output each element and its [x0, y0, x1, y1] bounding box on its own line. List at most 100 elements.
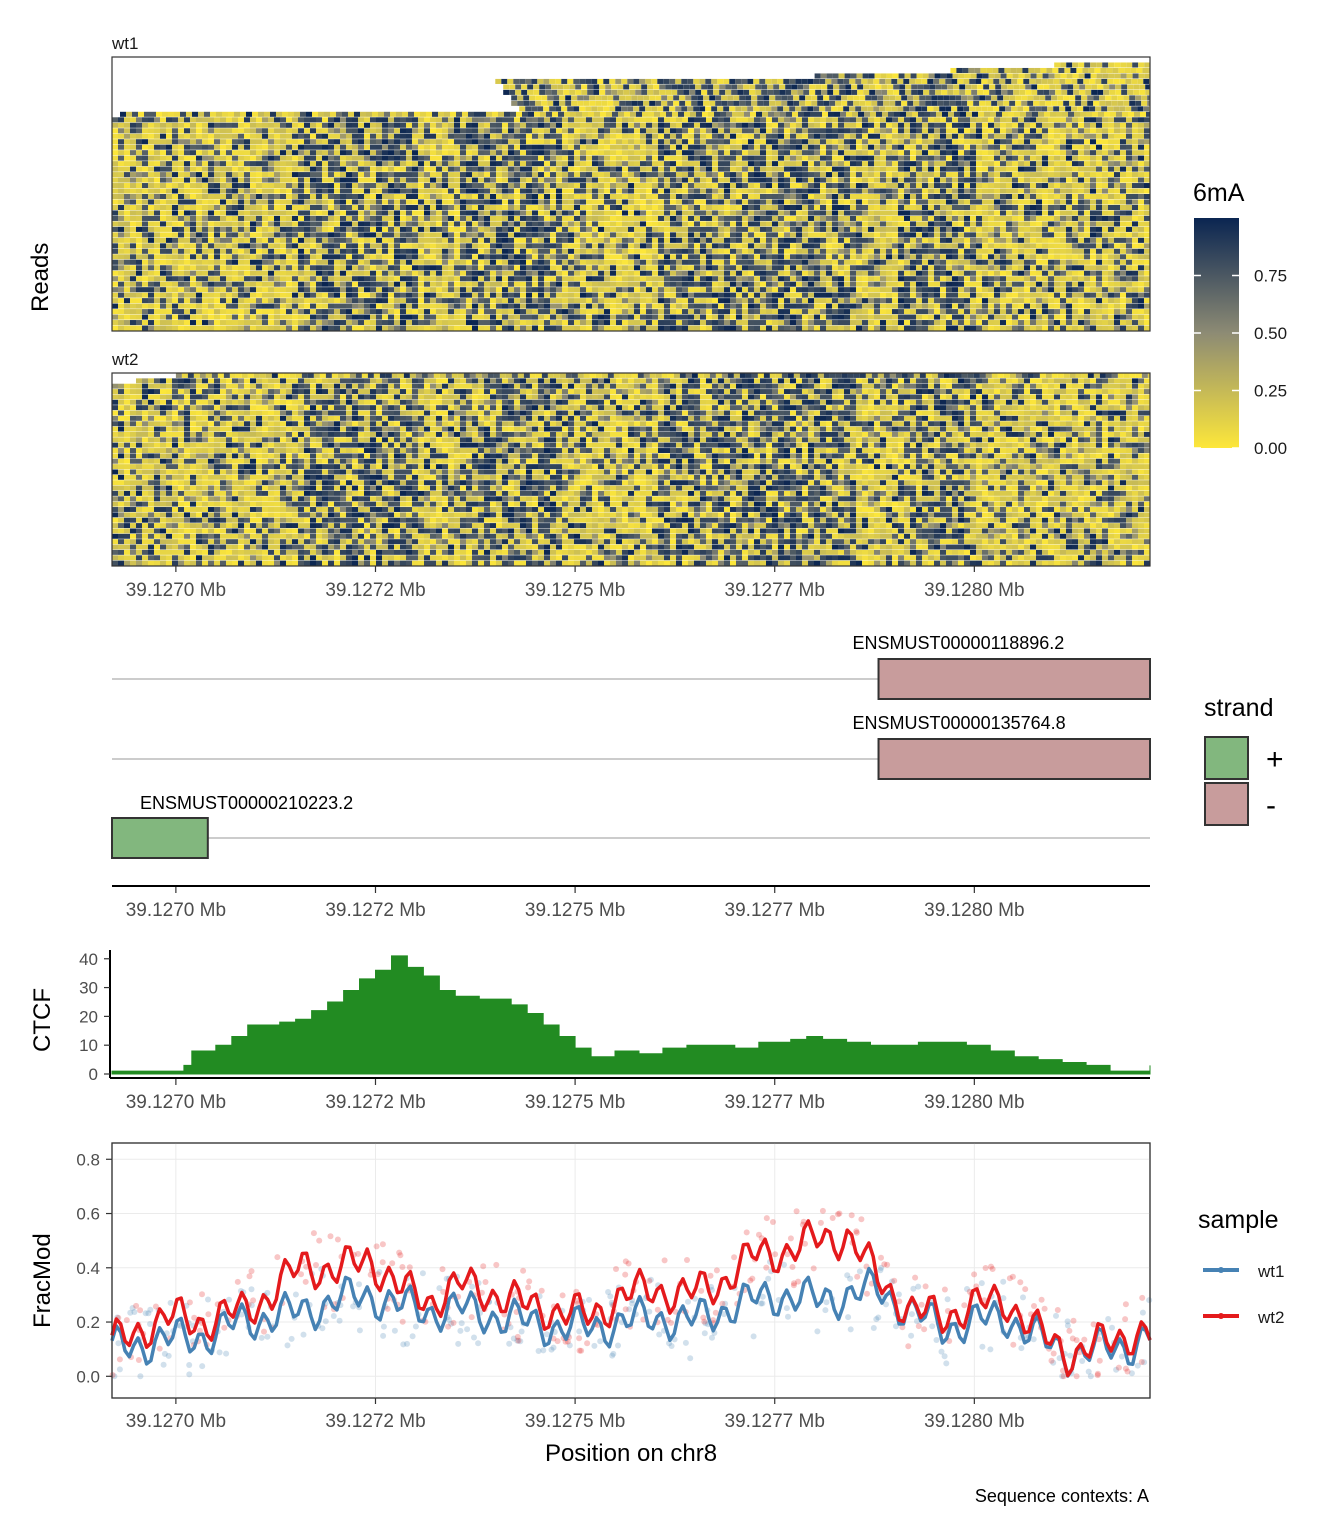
read-cell [376, 199, 382, 205]
read-cell [1100, 67, 1107, 73]
read-cell [889, 95, 896, 101]
read-cell [628, 128, 634, 134]
read-cell [484, 226, 490, 232]
read-cell [622, 161, 628, 167]
read-cell [946, 232, 952, 238]
read-cell [706, 117, 712, 123]
read-cell [1084, 73, 1091, 79]
read-cell [1018, 215, 1024, 221]
read-cell [472, 122, 478, 128]
read-cell [334, 161, 340, 167]
read-cell [532, 177, 538, 183]
read-cell [1042, 226, 1048, 232]
read-cell [1138, 215, 1144, 221]
read-cell [790, 183, 796, 189]
read-cell [634, 128, 640, 134]
read-cell [664, 172, 670, 178]
read-cell [406, 199, 412, 205]
read-cell [460, 232, 466, 238]
read-cell [567, 78, 574, 84]
read-cell [994, 199, 1000, 205]
read-cell [534, 111, 540, 117]
read-cell [700, 177, 706, 183]
read-cell [388, 210, 394, 216]
read-cell [610, 194, 616, 200]
read-cell [238, 177, 244, 183]
read-cell [1017, 106, 1024, 112]
read-cell [448, 237, 454, 243]
read-cell [538, 166, 544, 172]
read-cell [190, 133, 196, 139]
read-cell [829, 100, 836, 106]
read-cell [814, 172, 820, 178]
read-cell [910, 199, 916, 205]
read-cell [484, 161, 490, 167]
read-cell [904, 73, 911, 79]
read-cell [316, 117, 322, 123]
read-cell [304, 150, 310, 156]
read-cell [484, 122, 490, 128]
read-cell [703, 100, 710, 106]
read-cell [520, 194, 526, 200]
read-cell [202, 210, 208, 216]
read-cell [112, 215, 118, 221]
read-cell [544, 133, 550, 139]
read-cell [478, 161, 484, 167]
read-cell [1114, 172, 1120, 178]
read-cell [682, 215, 688, 221]
read-cell [678, 111, 684, 117]
read-cell [268, 215, 274, 221]
read-cell [713, 89, 720, 95]
read-cell [280, 177, 286, 183]
read-cell [430, 117, 436, 123]
read-cell [853, 100, 860, 106]
read-cell [947, 89, 954, 95]
read-cell [316, 210, 322, 216]
read-cell [1052, 67, 1059, 73]
read-cell [760, 188, 766, 194]
read-cell [885, 106, 892, 112]
read-cell [226, 183, 232, 189]
read-cell [781, 95, 788, 101]
read-cell [1057, 95, 1064, 101]
read-cell [208, 144, 214, 150]
read-cell [376, 150, 382, 156]
read-cell [1042, 144, 1048, 150]
read-cell [748, 122, 754, 128]
read-cell [982, 117, 988, 123]
read-cell [1000, 150, 1006, 156]
read-cell [917, 89, 924, 95]
read-cell [1138, 226, 1144, 232]
read-row [1054, 62, 1151, 68]
read-cell [748, 161, 754, 167]
read-cell [160, 128, 166, 134]
read-cell [478, 215, 484, 221]
read-cell [538, 204, 544, 210]
read-cell [700, 133, 706, 139]
read-cell [964, 226, 970, 232]
read-cell [520, 166, 526, 172]
read-cell [568, 166, 574, 172]
read-cell [316, 232, 322, 238]
read-cell [760, 155, 766, 161]
read-cell [892, 128, 898, 134]
read-cell [928, 199, 934, 205]
read-cell [663, 106, 670, 112]
read-cell [670, 150, 676, 156]
read-cell [742, 128, 748, 134]
read-cell [616, 166, 622, 172]
read-cell [400, 243, 406, 249]
read-cell [1066, 155, 1072, 161]
read-cell [835, 100, 842, 106]
read-cell [622, 139, 628, 145]
read-cell [1114, 150, 1120, 156]
read-cell [802, 128, 808, 134]
read-cell [940, 144, 946, 150]
read-cell [658, 155, 664, 161]
read-cell [1090, 155, 1096, 161]
read-cell [587, 84, 594, 90]
read-cell [208, 177, 214, 183]
read-cell [640, 122, 646, 128]
read-cell [877, 100, 884, 106]
read-cell [543, 106, 550, 112]
